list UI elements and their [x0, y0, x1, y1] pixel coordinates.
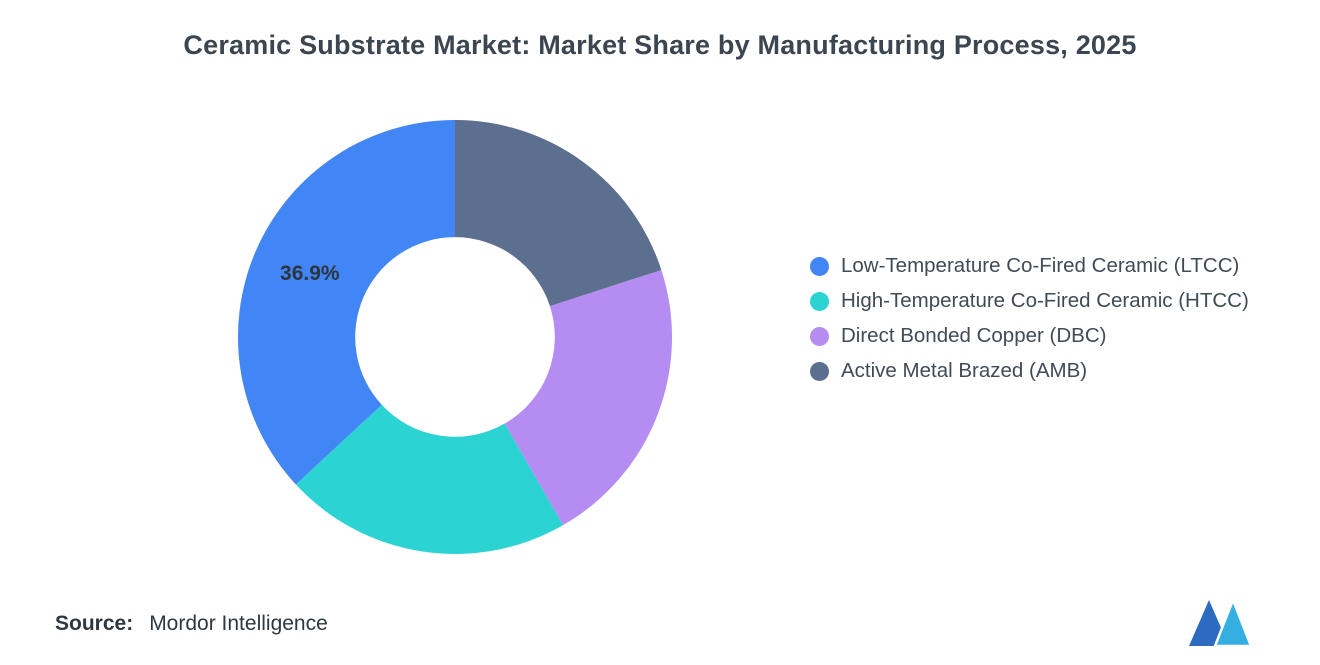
legend: Low-Temperature Co-Fired Ceramic (LTCC) … — [810, 254, 1249, 394]
legend-swatch-dbc — [810, 326, 829, 346]
legend-swatch-amb — [810, 361, 829, 381]
logo-right-peak — [1213, 597, 1252, 647]
source-value: Mordor Intelligence — [149, 612, 328, 635]
legend-label-htcc: High-Temperature Co-Fired Ceramic (HTCC) — [841, 289, 1249, 312]
legend-item-ltcc[interactable]: Low-Temperature Co-Fired Ceramic (LTCC) — [810, 254, 1249, 278]
legend-item-htcc[interactable]: High-Temperature Co-Fired Ceramic (HTCC) — [810, 289, 1249, 313]
legend-label-amb: Active Metal Brazed (AMB) — [841, 359, 1088, 382]
donut-chart-svg: 36.9% — [237, 120, 673, 554]
legend-label-ltcc: Low-Temperature Co-Fired Ceramic (LTCC) — [841, 254, 1240, 277]
legend-swatch-htcc — [810, 291, 829, 311]
slice-data-label: 36.9% — [280, 262, 340, 285]
source-line: Source: Mordor Intelligence — [55, 612, 328, 636]
source-label: Source: — [55, 612, 134, 635]
legend-swatch-ltcc — [810, 256, 829, 276]
legend-item-amb[interactable]: Active Metal Brazed (AMB) — [810, 359, 1249, 383]
donut-chart: 36.9% — [235, 117, 675, 557]
pie-slice-1[interactable] — [237, 120, 455, 485]
legend-label-dbc: Direct Bonded Copper (DBC) — [841, 324, 1107, 347]
pie-slice-4[interactable] — [455, 120, 662, 307]
mordor-intelligence-logo — [1189, 597, 1252, 647]
pie-slice-3[interactable] — [504, 269, 673, 526]
legend-item-dbc[interactable]: Direct Bonded Copper (DBC) — [810, 324, 1249, 348]
pie-slice-2[interactable] — [295, 404, 564, 554]
chart-title: Ceramic Substrate Market: Market Share b… — [183, 30, 1137, 60]
